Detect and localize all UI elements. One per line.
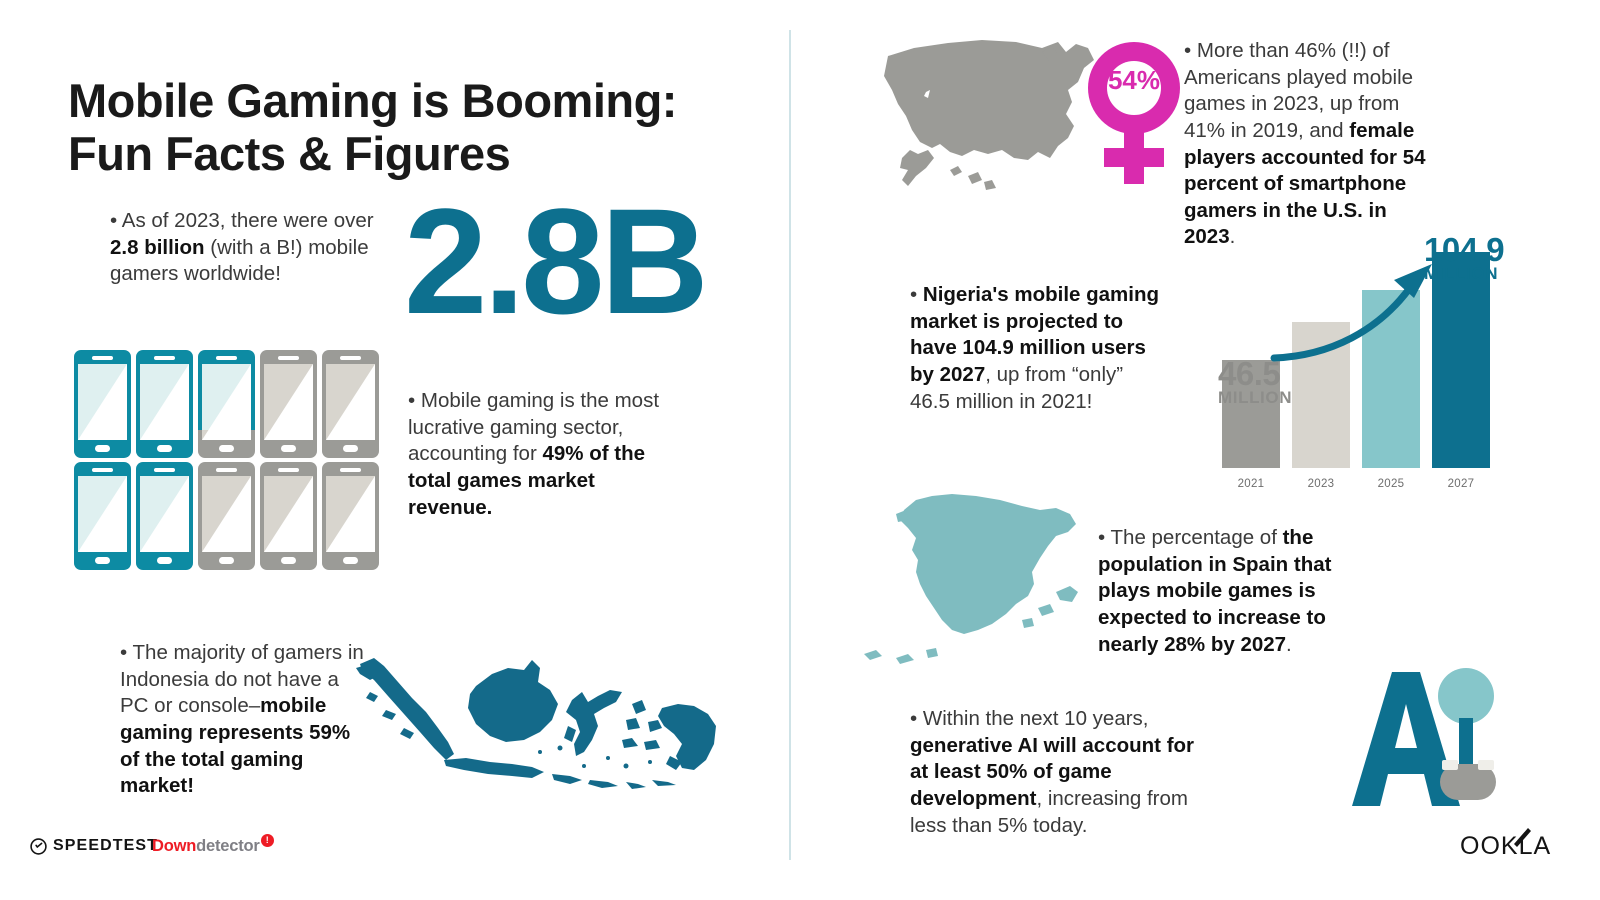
- annotation-unit: MILLION: [1218, 387, 1293, 407]
- joystick-ball-icon: [1438, 668, 1494, 724]
- ookla-logo: OOKLA: [1460, 828, 1600, 861]
- fact-spain-population: • The percentage of the population in Sp…: [1098, 525, 1360, 658]
- downdetector-logo: Down detector!: [152, 834, 274, 856]
- smartphone-icon: [74, 462, 131, 570]
- smartphone-icon: [136, 462, 193, 570]
- x-tick-2027: 2027: [1447, 478, 1475, 490]
- joystick-stick-icon: [1459, 718, 1473, 776]
- x-tick-2023: 2023: [1307, 478, 1335, 490]
- indonesia-map: [356, 658, 716, 789]
- smartphone-icon: [198, 462, 255, 570]
- smartphone-icon: [260, 462, 317, 570]
- bullet-marker: •: [910, 707, 918, 730]
- annotation-value: 46.5: [1218, 355, 1281, 392]
- speedtest-logo: SPEEDTEST: [30, 837, 158, 855]
- phone-fill-chart: [74, 350, 379, 570]
- fact-nigeria-market: • Nigeria's mobile gaming market is proj…: [910, 282, 1168, 415]
- page-title: Mobile Gaming is Booming: Fun Facts & Fi…: [68, 74, 677, 181]
- smartphone-icon: [322, 462, 379, 570]
- bar-2021: [1222, 360, 1280, 468]
- fact-market-revenue: • Mobile gaming is the most lucrative ga…: [408, 388, 683, 521]
- annotation-unit: MILLION: [1424, 263, 1499, 283]
- downdetector-word-down: Down: [152, 837, 197, 855]
- fact-indonesia: • The majority of gamers in Indonesia do…: [120, 640, 370, 800]
- bullet-marker: •: [1184, 39, 1192, 62]
- annotation-104-9-million: 104.9 MILLION: [1424, 231, 1505, 283]
- bullet-marker: •: [120, 641, 128, 664]
- fact-market-revenue-text: Mobile gaming is the most lucrative gami…: [408, 389, 660, 519]
- smartphone-icon-partial: [198, 350, 255, 458]
- ai-joystick-graphic: [1352, 668, 1496, 806]
- joystick-button-right-icon: [1478, 760, 1494, 770]
- fact-nigeria-market-text: Nigeria's mobile gaming market is projec…: [910, 283, 1160, 413]
- fact-usa-players: • More than 46% (!!) of Americans played…: [1184, 38, 1434, 251]
- ookla-check-icon: [1514, 828, 1531, 847]
- smartphone-icon: [260, 350, 317, 458]
- smartphone-icon: [74, 350, 131, 458]
- joystick-button-left-icon: [1442, 760, 1458, 770]
- fact-spain-population-text: The percentage of the population in Spai…: [1098, 526, 1332, 656]
- nigeria-users-bar-chart: 2021 2023 2025 2027 46.5 MILLION 104.9 M…: [1218, 231, 1508, 496]
- downdetector-alert-badge: !: [260, 834, 274, 847]
- x-tick-2021: 2021: [1237, 478, 1265, 490]
- spain-map: [864, 494, 1078, 664]
- downdetector-word-detector: detector: [196, 837, 260, 855]
- letter-a-glyph: [1352, 672, 1460, 806]
- fact-generative-ai-text: Within the next 10 years, generative AI …: [910, 707, 1195, 837]
- big-stat-2-8b: 2.8B: [404, 177, 709, 345]
- smartphone-icon: [322, 350, 379, 458]
- smartphone-icon: [136, 350, 193, 458]
- bullet-marker: •: [110, 209, 118, 232]
- speedometer-icon: [30, 837, 47, 855]
- x-tick-2025: 2025: [1377, 478, 1405, 490]
- female-symbol-icon: [1088, 42, 1180, 184]
- ookla-wordmark: OOKLA: [1460, 832, 1552, 860]
- fact-global-gamers-text: As of 2023, there were over 2.8 billion …: [110, 209, 374, 286]
- annotation-value: 104.9: [1424, 231, 1505, 268]
- trend-arrow-icon: [1270, 264, 1432, 362]
- bullet-marker: •: [910, 283, 918, 306]
- fact-indonesia-text: The majority of gamers in Indonesia do n…: [120, 641, 364, 798]
- usa-map: [884, 40, 1094, 190]
- speedtest-wordmark: SPEEDTEST: [53, 837, 159, 854]
- annotation-46-5-million: 46.5 MILLION: [1218, 355, 1293, 407]
- column-divider: [789, 30, 791, 860]
- fact-usa-players-text: More than 46% (!!) of Americans played m…: [1184, 39, 1426, 249]
- bullet-marker: •: [408, 389, 416, 412]
- fact-generative-ai: • Within the next 10 years, generative A…: [910, 706, 1210, 839]
- bullet-marker: •: [1098, 526, 1106, 549]
- bar-2027: [1432, 252, 1490, 468]
- joystick-base-icon: [1440, 764, 1496, 800]
- bar-2025: [1362, 290, 1420, 468]
- fact-global-gamers: • As of 2023, there were over 2.8 billio…: [110, 208, 380, 288]
- female-badge-value: 54%: [1107, 65, 1161, 95]
